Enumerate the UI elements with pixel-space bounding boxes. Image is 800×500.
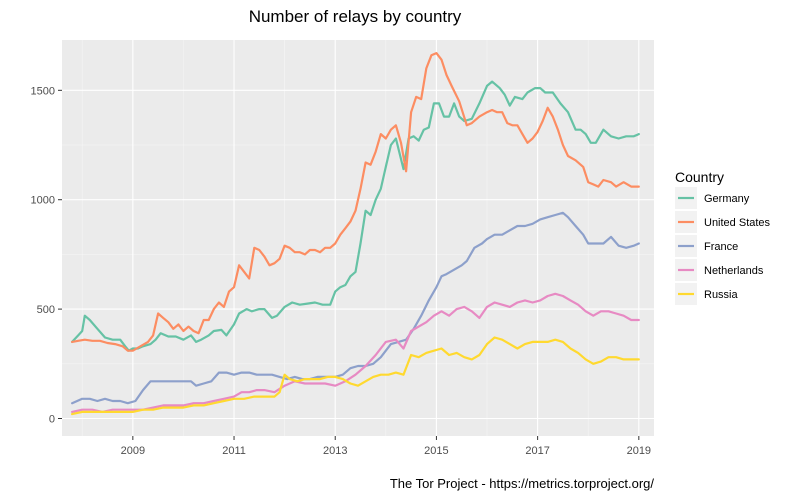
series-line-germany	[71, 80, 640, 352]
x-tick-label: 2017	[525, 445, 549, 457]
series-line-netherlands	[71, 292, 640, 413]
series-line-united-states	[71, 52, 640, 352]
chart-caption: The Tor Project - https://metrics.torpro…	[390, 476, 655, 491]
legend-label: Russia	[704, 289, 739, 301]
y-tick-label: 1000	[31, 195, 55, 207]
y-tick-label: 0	[49, 413, 55, 425]
legend-items: Germany United States France Netherlands Rus…	[675, 187, 771, 305]
chart-title: Number of relays by country	[249, 7, 462, 26]
legend-label: Netherlands	[704, 265, 764, 277]
legend-label: France	[704, 241, 738, 253]
x-tick-label: 2009	[121, 445, 145, 457]
x-tick-label: 2011	[222, 445, 246, 457]
legend: Country Germany United States France Nether…	[675, 169, 771, 305]
legend-label: Germany	[704, 193, 750, 205]
legend-label: United States	[704, 217, 771, 229]
x-tick-label: 2015	[424, 445, 448, 457]
axis-ticks: 0 500 1000 1500 2009 2011 2013 2015 2017 2019	[31, 85, 652, 457]
plot-panel	[62, 40, 654, 436]
y-tick-label: 500	[37, 304, 55, 316]
legend-title: Country	[675, 169, 724, 185]
x-tick-label: 2013	[323, 445, 347, 457]
series-line-russia	[71, 336, 640, 416]
series-line-france	[71, 211, 640, 405]
x-tick-label: 2019	[627, 445, 651, 457]
series-lines	[71, 52, 640, 416]
y-tick-label: 1500	[31, 85, 55, 97]
grid-lines	[62, 40, 654, 436]
